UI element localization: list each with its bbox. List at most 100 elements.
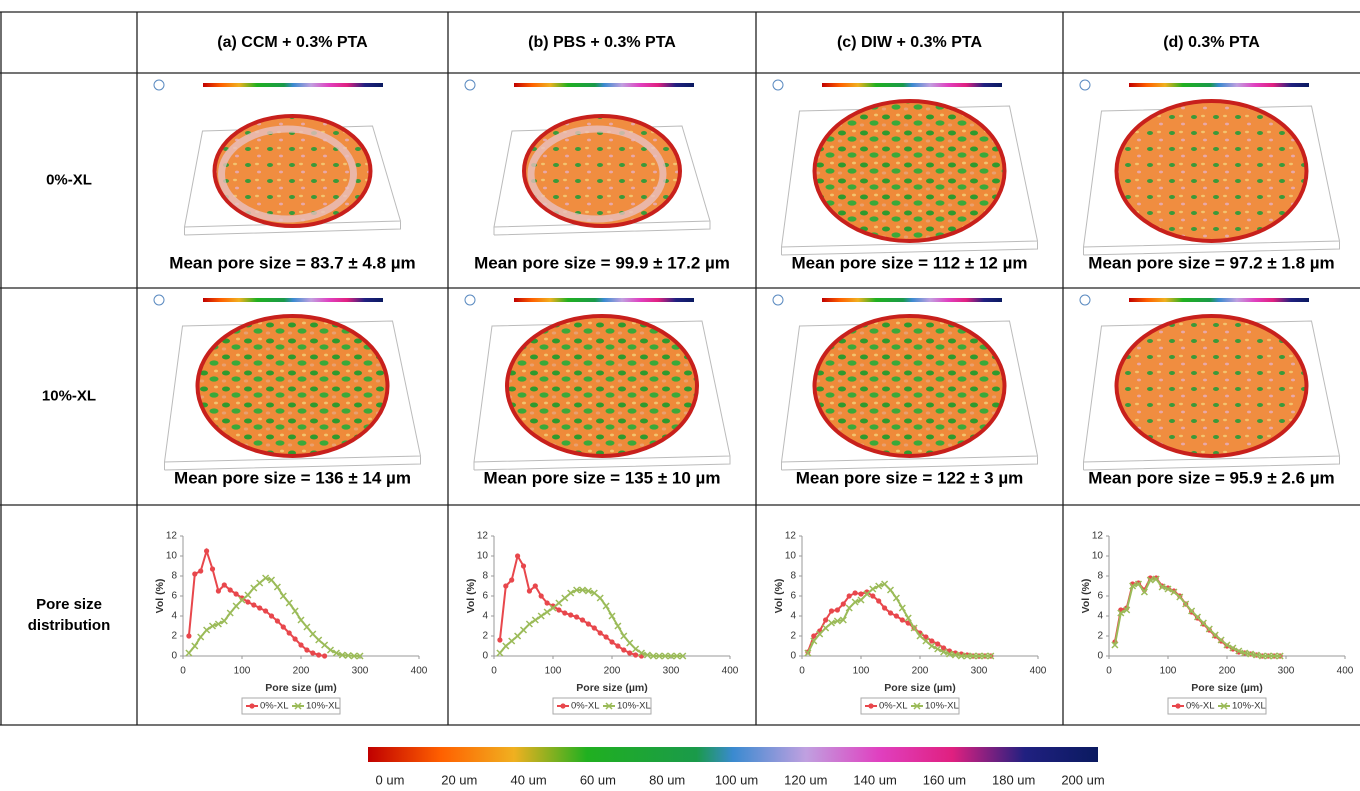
colorbar-label: 20 um	[441, 772, 477, 787]
point	[268, 613, 275, 619]
point	[876, 598, 882, 604]
point	[326, 646, 335, 654]
x-tick-label: 200	[912, 666, 929, 677]
legend-marker	[560, 703, 566, 709]
x-tick-label: 0	[180, 666, 186, 677]
logo	[464, 294, 476, 306]
point	[520, 563, 527, 569]
point	[226, 609, 234, 617]
point	[816, 630, 824, 638]
logo	[1079, 294, 1091, 306]
point	[309, 630, 317, 638]
logo	[153, 294, 165, 306]
colorbar-label: 140 um	[853, 772, 896, 787]
series-line	[499, 589, 683, 657]
point	[1164, 585, 1172, 593]
point	[1258, 652, 1266, 660]
mini-colorbar	[203, 298, 383, 302]
point	[549, 604, 557, 612]
point	[833, 617, 841, 625]
legend-box	[552, 697, 652, 715]
y-tick-label: 6	[790, 591, 796, 602]
point	[1134, 580, 1143, 588]
point	[1247, 650, 1255, 658]
point	[987, 652, 995, 660]
logo	[153, 79, 165, 91]
legend-marker	[1220, 702, 1228, 710]
point	[1235, 647, 1243, 655]
point	[316, 652, 322, 658]
y-tick-label: 6	[482, 591, 488, 602]
point	[627, 650, 633, 656]
point	[614, 622, 622, 630]
logo	[772, 294, 784, 306]
legend-marker	[249, 703, 255, 709]
point	[941, 645, 947, 651]
point	[1229, 644, 1237, 652]
point	[220, 617, 228, 625]
point	[303, 623, 311, 631]
series-line	[187, 547, 325, 657]
scaffold	[812, 99, 1007, 243]
x-tick-label: 400	[411, 666, 428, 677]
mean-pore-size: Mean pore size = 135 ± 10 µm	[484, 468, 721, 487]
point	[257, 605, 263, 611]
point	[834, 607, 841, 613]
x-tick-label: 0	[491, 666, 497, 677]
point	[526, 588, 533, 594]
x-tick-label: 100	[1160, 666, 1177, 677]
point	[632, 645, 640, 653]
scaffold-image	[153, 294, 422, 471]
y-tick-label: 0	[790, 651, 796, 662]
point	[1252, 651, 1261, 659]
x-tick-label: 100	[853, 666, 870, 677]
legend-marker	[868, 703, 874, 709]
colorbar-label: 0 um	[376, 772, 405, 787]
colorbar-label: 160 um	[923, 772, 966, 787]
point	[509, 577, 515, 583]
scaffold-image	[1079, 294, 1341, 471]
logo	[1079, 79, 1091, 91]
point	[679, 652, 687, 660]
point	[584, 587, 592, 595]
point	[886, 586, 895, 594]
y-tick-label: 8	[171, 571, 177, 582]
point	[643, 651, 651, 659]
x-tick-label: 300	[1278, 666, 1295, 677]
legend-marker	[605, 702, 613, 710]
point	[273, 583, 281, 591]
point	[221, 582, 227, 588]
point	[828, 608, 835, 614]
mini-colorbar	[514, 298, 694, 302]
point	[1188, 607, 1196, 615]
point	[1241, 649, 1249, 657]
scaffold-image	[772, 294, 1039, 471]
x-tick-label: 300	[352, 666, 369, 677]
legend-label: 0%-XL	[571, 701, 600, 712]
scaffold-rim	[218, 125, 357, 223]
y-tick-label: 2	[790, 631, 796, 642]
x-axis-title: Pore size (µm)	[265, 682, 336, 694]
y-tick-label: 2	[171, 631, 177, 642]
point	[608, 612, 616, 620]
point	[649, 652, 657, 660]
x-tick-label: 100	[234, 666, 251, 677]
point	[496, 649, 504, 657]
scaffold	[1114, 99, 1309, 243]
point	[1129, 582, 1137, 590]
point	[893, 613, 900, 619]
point	[969, 652, 977, 660]
logo	[464, 79, 476, 91]
point	[321, 641, 329, 649]
point	[537, 612, 545, 620]
colorbar-label: 120 um	[784, 772, 827, 787]
mean-pore-size: Mean pore size = 122 ± 3 µm	[796, 468, 1023, 487]
y-tick-label: 10	[477, 551, 489, 562]
point	[898, 604, 906, 612]
point	[597, 630, 603, 636]
x-axis-title: Pore size (µm)	[576, 682, 647, 694]
point	[603, 634, 609, 640]
point	[596, 594, 604, 602]
legend-label: 10%-XL	[306, 701, 340, 712]
point	[515, 553, 521, 559]
